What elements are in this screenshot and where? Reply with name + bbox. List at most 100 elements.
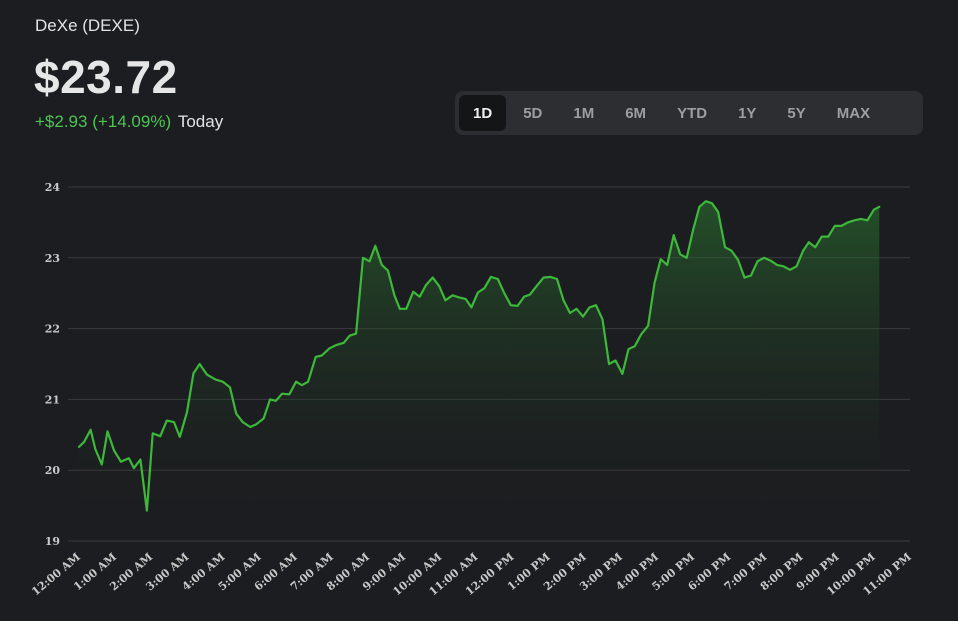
- data-point[interactable]: [710, 201, 714, 205]
- data-point[interactable]: [833, 224, 837, 228]
- data-point[interactable]: [633, 344, 637, 348]
- data-point[interactable]: [205, 373, 209, 377]
- data-point[interactable]: [756, 259, 760, 263]
- data-point[interactable]: [502, 291, 506, 295]
- data-point[interactable]: [457, 295, 461, 299]
- data-point[interactable]: [320, 354, 324, 358]
- data-point[interactable]: [852, 218, 856, 222]
- data-point[interactable]: [865, 218, 869, 222]
- data-point[interactable]: [562, 298, 566, 302]
- data-point[interactable]: [716, 210, 720, 214]
- data-point[interactable]: [437, 284, 441, 288]
- data-point[interactable]: [775, 263, 779, 267]
- data-point[interactable]: [386, 269, 390, 273]
- data-point[interactable]: [601, 317, 605, 321]
- data-point[interactable]: [100, 463, 104, 467]
- data-point[interactable]: [424, 283, 428, 287]
- data-point[interactable]: [542, 276, 546, 280]
- data-point[interactable]: [846, 220, 850, 224]
- data-point[interactable]: [185, 410, 189, 414]
- data-point[interactable]: [877, 205, 881, 209]
- data-point[interactable]: [228, 385, 232, 389]
- data-point[interactable]: [555, 277, 559, 281]
- range-button-max[interactable]: MAX: [836, 104, 871, 122]
- data-point[interactable]: [820, 235, 824, 239]
- data-point[interactable]: [443, 298, 447, 302]
- data-point[interactable]: [672, 233, 676, 237]
- data-point[interactable]: [335, 343, 339, 347]
- data-point[interactable]: [795, 264, 799, 268]
- data-point[interactable]: [639, 332, 643, 336]
- data-point[interactable]: [348, 334, 352, 338]
- data-point[interactable]: [165, 419, 169, 423]
- data-point[interactable]: [234, 412, 238, 416]
- data-point[interactable]: [685, 256, 689, 260]
- data-point[interactable]: [788, 268, 792, 272]
- data-point[interactable]: [172, 420, 176, 424]
- data-point[interactable]: [262, 417, 266, 421]
- data-point[interactable]: [198, 362, 202, 366]
- data-point[interactable]: [464, 297, 468, 301]
- data-point[interactable]: [620, 372, 624, 376]
- data-point[interactable]: [89, 428, 93, 432]
- data-point[interactable]: [294, 380, 298, 384]
- data-point[interactable]: [241, 420, 245, 424]
- data-point[interactable]: [451, 293, 455, 297]
- data-point[interactable]: [138, 458, 142, 462]
- data-point[interactable]: [476, 291, 480, 295]
- data-point[interactable]: [489, 275, 493, 279]
- data-point[interactable]: [859, 217, 863, 221]
- data-point[interactable]: [119, 460, 123, 464]
- data-point[interactable]: [607, 362, 611, 366]
- data-point[interactable]: [594, 303, 598, 307]
- data-point[interactable]: [535, 283, 539, 287]
- data-point[interactable]: [127, 456, 131, 460]
- data-point[interactable]: [522, 295, 526, 299]
- data-point[interactable]: [575, 307, 579, 311]
- data-point[interactable]: [145, 509, 149, 513]
- data-point[interactable]: [723, 245, 727, 249]
- data-point[interactable]: [418, 295, 422, 299]
- data-point[interactable]: [743, 276, 747, 280]
- data-point[interactable]: [549, 275, 553, 279]
- data-point[interactable]: [568, 311, 572, 315]
- data-point[interactable]: [516, 304, 520, 308]
- range-button-ytd[interactable]: YTD: [677, 104, 708, 122]
- data-point[interactable]: [280, 392, 284, 396]
- data-point[interactable]: [93, 447, 97, 451]
- range-button-1d[interactable]: 1D: [459, 95, 507, 131]
- data-point[interactable]: [368, 259, 372, 263]
- data-point[interactable]: [659, 257, 663, 261]
- data-point[interactable]: [697, 205, 701, 209]
- data-point[interactable]: [813, 245, 817, 249]
- data-point[interactable]: [704, 199, 708, 203]
- data-point[interactable]: [653, 281, 657, 285]
- data-point[interactable]: [404, 307, 408, 311]
- data-point[interactable]: [431, 276, 435, 280]
- range-button-5d[interactable]: 5D: [523, 104, 543, 122]
- data-point[interactable]: [248, 425, 252, 429]
- data-point[interactable]: [327, 346, 331, 350]
- range-button-5y[interactable]: 5Y: [787, 104, 806, 122]
- data-point[interactable]: [268, 397, 272, 401]
- data-point[interactable]: [528, 293, 532, 297]
- data-point[interactable]: [678, 252, 682, 256]
- data-point[interactable]: [392, 293, 396, 297]
- data-point[interactable]: [77, 445, 81, 449]
- data-point[interactable]: [221, 380, 225, 384]
- data-point[interactable]: [132, 466, 136, 470]
- range-button-1y[interactable]: 1Y: [738, 104, 757, 122]
- data-point[interactable]: [581, 315, 585, 319]
- data-point[interactable]: [509, 303, 513, 307]
- data-point[interactable]: [380, 263, 384, 267]
- data-point[interactable]: [106, 429, 110, 433]
- data-point[interactable]: [872, 208, 876, 212]
- data-point[interactable]: [82, 440, 86, 444]
- range-button-6m[interactable]: 6M: [625, 104, 647, 122]
- data-point[interactable]: [342, 341, 346, 345]
- data-point[interactable]: [112, 448, 116, 452]
- data-point[interactable]: [801, 249, 805, 253]
- data-point[interactable]: [361, 256, 365, 260]
- data-point[interactable]: [373, 244, 377, 248]
